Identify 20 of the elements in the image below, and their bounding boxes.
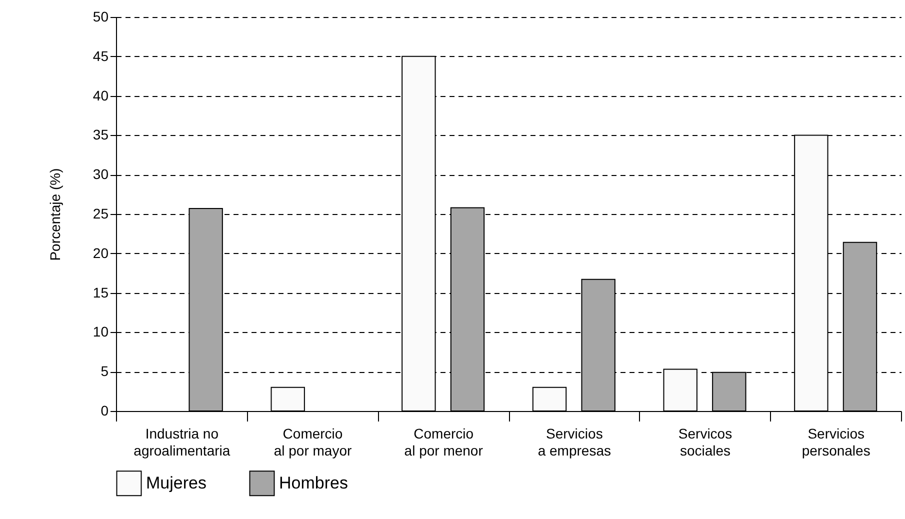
y-tick-label: 25 xyxy=(92,206,109,222)
x-tick-label: Comercio al por mayor xyxy=(274,426,352,458)
y-tick-label: 0 xyxy=(100,402,109,418)
y-axis-title: Porcentaje (%) xyxy=(46,168,63,261)
x-tick-label: Comercio al por menor xyxy=(404,426,484,458)
y-tick-label: 45 xyxy=(92,48,109,64)
y-tick-label: 30 xyxy=(92,166,109,182)
x-tick-label: Industria no agroalimentaria xyxy=(134,426,230,458)
legend-label: Hombres xyxy=(279,473,348,492)
y-tick-label: 35 xyxy=(92,126,109,143)
legend-label: Mujeres xyxy=(146,473,206,492)
x-tick-label: Servicios personales xyxy=(802,426,870,458)
y-tick-label: 5 xyxy=(100,363,109,380)
y-tick-label: 10 xyxy=(92,324,109,340)
y-tick-label: 40 xyxy=(92,87,109,104)
x-tick-label: Servicos sociales xyxy=(678,426,732,458)
y-tick-label: 15 xyxy=(92,284,109,300)
x-tick-label: Servicios a empresas xyxy=(538,426,611,458)
y-tick-label: 50 xyxy=(92,8,109,24)
y-tick-label: 20 xyxy=(92,244,109,261)
